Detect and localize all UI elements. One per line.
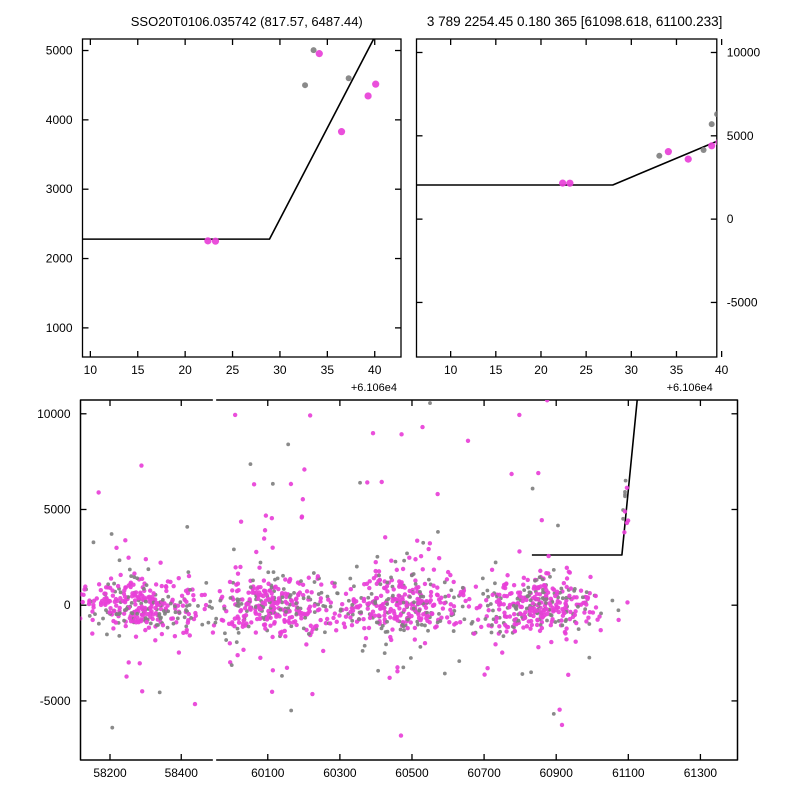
svg-text:40: 40 — [715, 363, 729, 377]
svg-text:-5000: -5000 — [727, 295, 758, 309]
svg-text:20: 20 — [534, 363, 548, 377]
svg-text:61100: 61100 — [612, 766, 645, 780]
svg-text:SSO20T0106.035742 (817.57, 648: SSO20T0106.035742 (817.57, 6487.44) — [131, 14, 363, 29]
svg-text:30: 30 — [273, 363, 287, 377]
svg-text:25: 25 — [579, 363, 593, 377]
svg-text:2000: 2000 — [46, 252, 73, 266]
svg-text:-5000: -5000 — [40, 694, 71, 708]
svg-text:3 789 2254.45 0.180 365 [61098: 3 789 2254.45 0.180 365 [61098.618, 6110… — [427, 14, 723, 29]
svg-text:10000: 10000 — [727, 45, 761, 59]
svg-text:0: 0 — [727, 212, 734, 226]
svg-text:30: 30 — [625, 363, 639, 377]
svg-text:58400: 58400 — [165, 766, 199, 780]
svg-text:60300: 60300 — [323, 766, 357, 780]
svg-text:5000: 5000 — [46, 44, 73, 58]
svg-text:5000: 5000 — [727, 129, 754, 143]
svg-text:35: 35 — [321, 363, 335, 377]
svg-text:+6.106e4: +6.106e4 — [667, 382, 713, 394]
svg-text:5000: 5000 — [44, 502, 71, 516]
svg-text:35: 35 — [670, 363, 684, 377]
svg-text:60900: 60900 — [540, 766, 574, 780]
svg-text:1000: 1000 — [46, 321, 73, 335]
svg-text:58200: 58200 — [93, 766, 127, 780]
svg-text:10: 10 — [444, 363, 458, 377]
svg-text:0: 0 — [64, 598, 71, 612]
svg-text:40: 40 — [368, 363, 382, 377]
svg-text:15: 15 — [131, 363, 145, 377]
svg-text:4000: 4000 — [46, 113, 73, 127]
svg-text:20: 20 — [178, 363, 192, 377]
svg-text:61300: 61300 — [684, 766, 718, 780]
svg-text:15: 15 — [489, 363, 503, 377]
svg-text:60100: 60100 — [251, 766, 285, 780]
svg-text:25: 25 — [226, 363, 240, 377]
svg-text:60700: 60700 — [467, 766, 501, 780]
svg-text:10: 10 — [84, 363, 98, 377]
svg-text:+6.106e4: +6.106e4 — [351, 382, 397, 394]
svg-text:10000: 10000 — [37, 407, 71, 421]
svg-text:3000: 3000 — [46, 182, 73, 196]
svg-text:60500: 60500 — [395, 766, 429, 780]
